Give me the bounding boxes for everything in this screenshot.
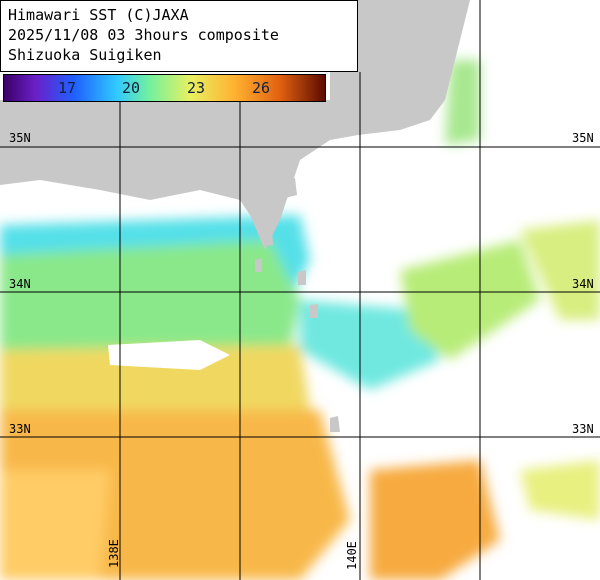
latitude-label: 35N — [9, 131, 31, 145]
longitude-label: 138E — [107, 539, 121, 568]
colorbar-label: 20 — [122, 79, 140, 97]
land — [0, 0, 470, 250]
latitude-label: 34N — [9, 277, 31, 291]
colorbar-label: 17 — [58, 79, 76, 97]
latitude-label: 35N — [572, 131, 594, 145]
sst-field — [0, 60, 600, 580]
longitude-label: 140E — [345, 541, 359, 570]
header-line: Shizuoka Suigiken — [8, 46, 162, 64]
colorbar — [3, 74, 326, 102]
latitude-label: 33N — [572, 422, 594, 436]
header-line: Himawari SST (C)JAXA — [8, 6, 189, 24]
header-line: 2025/11/08 03 3hours composite — [8, 26, 279, 44]
latitude-label: 34N — [572, 277, 594, 291]
cloud — [108, 340, 230, 370]
latitude-label: 33N — [9, 422, 31, 436]
colorbar-label: 26 — [252, 79, 270, 97]
colorbar-label: 23 — [187, 79, 205, 97]
header-box — [0, 0, 358, 72]
